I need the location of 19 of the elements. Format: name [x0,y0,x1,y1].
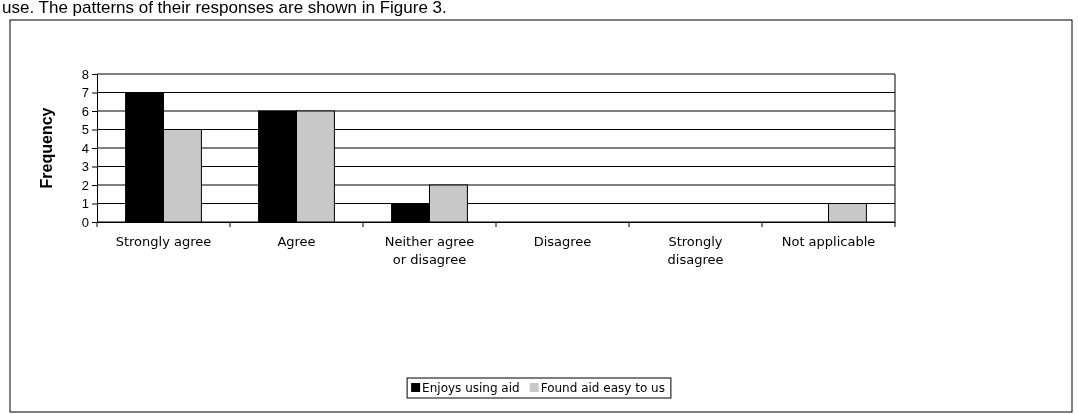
x-tick-label: Not applicable [781,234,876,249]
y-tick-label: 2 [81,177,89,193]
y-tick-label: 3 [81,159,89,175]
y-tick-label: 6 [81,103,89,119]
y-axis-title: Frequency [38,107,55,189]
y-tick-label: 7 [81,85,89,101]
legend-label: Found aid easy to us [540,381,665,395]
y-tick-label: 0 [81,214,89,230]
y-tick-label: 4 [81,140,89,156]
y-tick-label: 1 [81,196,89,212]
x-tick-label: Agree [277,234,316,249]
x-tick-label: Disagree [533,234,592,249]
legend-label: Enjoys using aid [422,381,520,395]
x-tick-label: Strongly agree [115,234,212,249]
text: use. The patterns of their responses are shown in Figure 3. [2,0,447,17]
y-tick-label: 8 [81,66,89,82]
x-tick-label: Strongly disagree [667,234,724,267]
x-tick-label: Neither agree or disagree [384,234,475,267]
y-tick-label: 5 [81,122,89,138]
